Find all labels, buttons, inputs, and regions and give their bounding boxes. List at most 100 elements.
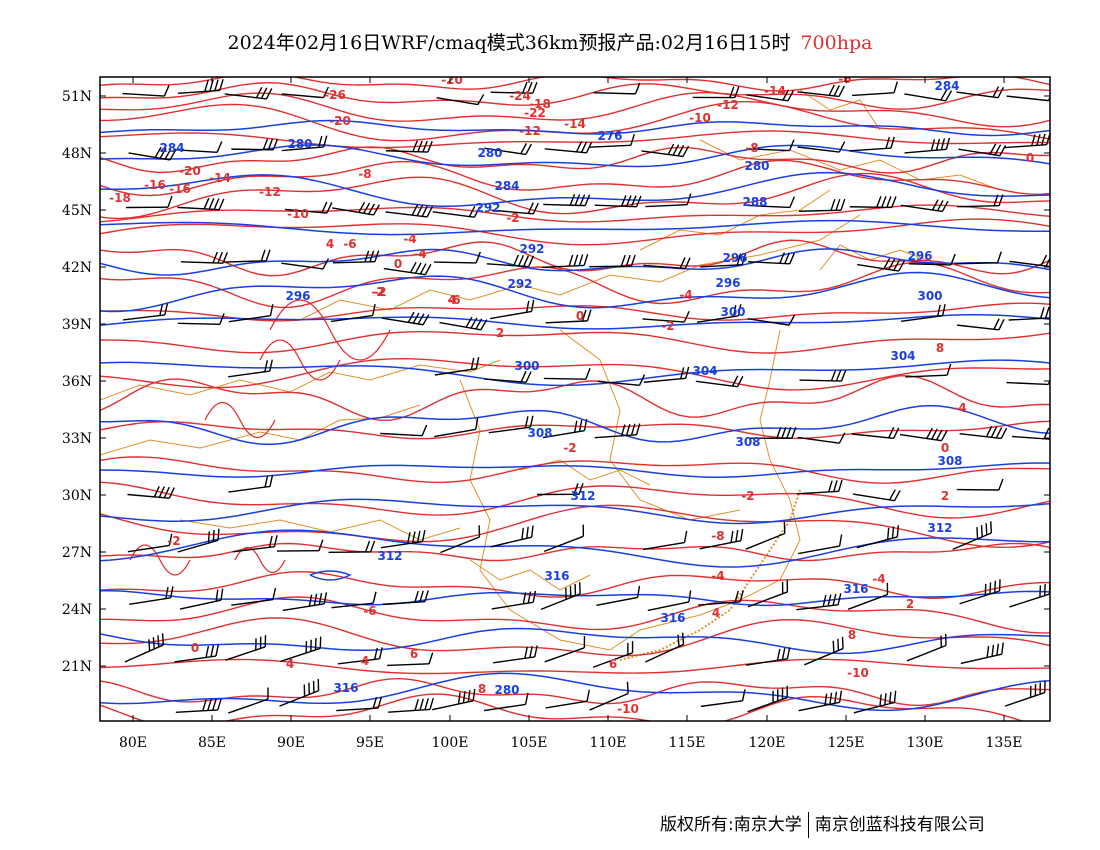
lat-label: 30N — [62, 488, 92, 504]
wind-barb — [645, 632, 685, 663]
boundary-line — [799, 89, 881, 131]
wind-barb — [797, 432, 846, 444]
wind-barb — [747, 139, 795, 152]
height-contour-label: 280 — [477, 146, 502, 160]
wind-barb — [900, 304, 946, 322]
wind-barb — [385, 204, 434, 218]
height-contour-label: 304 — [890, 349, 915, 363]
temperature-contour-label: -12 — [717, 98, 739, 112]
temperature-contour-label: 6 — [410, 647, 418, 661]
temperature-contour-label: -6 — [447, 293, 460, 307]
wind-barb — [700, 253, 747, 268]
title-text: 2024年02月16日WRF/cmaq模式36km预报产品:02月16日15时 — [227, 32, 791, 54]
temperature-contour-label: 0 — [941, 441, 949, 455]
wind-barb — [955, 251, 1002, 265]
temperature-contour-label: -2 — [167, 534, 180, 548]
lat-label: 45N — [62, 203, 92, 219]
boundary-line — [299, 214, 861, 321]
wind-barb — [493, 645, 538, 664]
wind-barb — [696, 304, 742, 323]
temperature-contour-label: -12 — [519, 124, 541, 138]
height-contour — [100, 462, 1050, 478]
wind-barb — [491, 590, 537, 610]
height-contour-label: 292 — [507, 277, 532, 291]
wind-barb — [643, 366, 690, 383]
wind-barb — [542, 254, 589, 269]
wind-barb — [852, 489, 901, 502]
boundary-line — [100, 359, 501, 401]
height-contour-label: 316 — [843, 582, 868, 596]
wind-barb — [280, 636, 322, 663]
wind-barb — [336, 696, 383, 712]
temperature-contour-label: 4 — [326, 237, 334, 251]
wind-barb — [488, 415, 534, 434]
height-contour — [100, 529, 1050, 568]
wind-barb — [225, 635, 267, 661]
height-contour-label: 280 — [744, 159, 769, 173]
wind-barb — [900, 199, 949, 213]
lon-label: 90E — [277, 735, 305, 751]
temperature-contour-label: -2 — [661, 319, 674, 333]
height-contour — [100, 171, 1050, 207]
wind-barb — [959, 579, 1001, 605]
wind-barb — [281, 258, 330, 270]
wind-barb — [905, 363, 952, 378]
wind-barb — [746, 89, 795, 102]
wind-barb — [847, 582, 889, 610]
lat-label: 27N — [62, 545, 92, 561]
wind-barb — [747, 685, 788, 713]
temperature-contour — [100, 146, 1050, 174]
temperature-contour-label: -2 — [506, 211, 519, 225]
temperature-contour-label: -8 — [711, 529, 724, 543]
temperature-contour — [269, 299, 391, 361]
temperature-contour-label: 2 — [941, 489, 949, 503]
height-contour — [100, 219, 1050, 236]
wind-barb — [537, 483, 584, 496]
copyright-footer: 版权所有:南京大学 南京创蓝科技有限公司 — [660, 810, 985, 838]
temperature-contour-label: -20 — [329, 114, 351, 128]
wind-barb — [642, 530, 688, 551]
temperature-contour — [100, 302, 1050, 322]
lon-label: 130E — [907, 735, 944, 751]
temperature-contour — [100, 130, 1050, 149]
lat-label: 36N — [62, 374, 92, 390]
wind-barb — [797, 84, 845, 98]
wind-barb — [956, 86, 1005, 99]
wind-barb — [589, 681, 629, 711]
wind-barb — [177, 79, 224, 94]
wind-barb — [490, 81, 538, 94]
wind-barb — [796, 479, 843, 495]
wind-barb — [276, 539, 324, 552]
temperature-contour — [100, 77, 1050, 92]
map-frame — [99, 76, 1051, 722]
height-contour-label: 316 — [660, 611, 685, 625]
temperature-contour-label: -14 — [764, 84, 786, 98]
wind-barb — [331, 591, 377, 609]
temperature-contour-label: -22 — [524, 106, 546, 120]
temperature-contour-label: -2 — [563, 441, 576, 455]
wind-barb — [439, 316, 488, 331]
wind-barbs — [122, 79, 1050, 714]
wind-barb — [1006, 89, 1050, 102]
wind-barb — [129, 586, 174, 606]
wind-barb — [381, 311, 430, 326]
wind-barb — [904, 137, 951, 154]
wind-barb — [593, 82, 641, 95]
wind-barb — [747, 196, 796, 209]
temperature-contour — [259, 339, 341, 381]
wind-barb — [849, 136, 895, 152]
coastline — [619, 489, 801, 661]
wind-barb — [285, 201, 333, 214]
wind-barb — [491, 202, 539, 215]
geopotential-height-contours — [100, 119, 1050, 712]
wind-barb — [332, 201, 380, 216]
wind-barb — [490, 299, 535, 320]
temperature-contour-label: -2 — [371, 285, 384, 299]
wind-barb — [436, 94, 485, 106]
lat-label: 48N — [62, 146, 92, 162]
lon-label: 125E — [828, 735, 865, 751]
wind-barb — [231, 588, 277, 606]
temperature-contour — [100, 261, 1050, 309]
temperature-contour-label: -4 — [953, 401, 966, 415]
temperature-contour-label: -4 — [872, 572, 885, 586]
